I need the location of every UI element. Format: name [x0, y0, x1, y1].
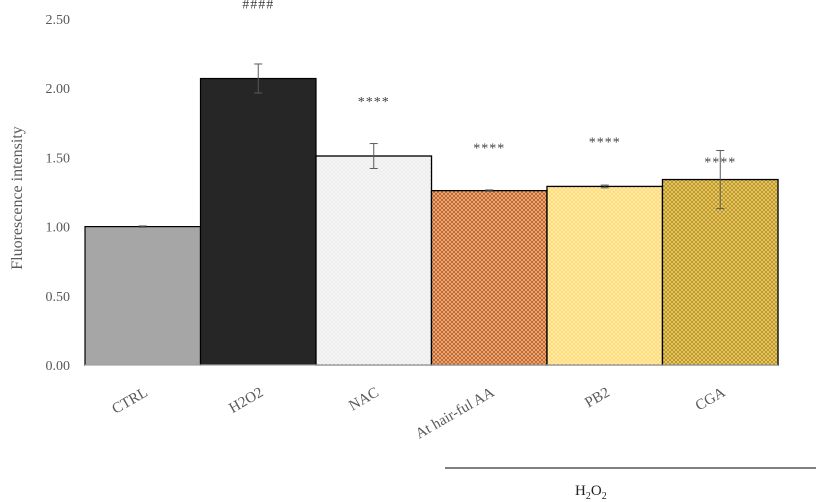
category-label: PB2 — [582, 385, 612, 412]
significance-label: **** — [589, 135, 621, 150]
y-tick-label: 0.00 — [46, 359, 71, 374]
group-label-sub2: 2 — [602, 491, 607, 502]
bar-pattern — [661, 178, 779, 366]
category-labels: CTRL H2O2 NAC At hair-ful AA PB2 CGA — [110, 385, 729, 443]
category-label: CGA — [693, 385, 729, 415]
group-label: H2O2 — [575, 483, 607, 502]
group-label-sub1: 2 — [586, 491, 591, 502]
y-tick-label: 1.50 — [46, 151, 71, 166]
significance-label: **** — [358, 95, 390, 110]
y-tick-label: 1.00 — [46, 221, 71, 236]
error-bars — [138, 63, 725, 228]
category-label: At hair-ful AA — [413, 385, 497, 443]
significance-label: **** — [704, 156, 736, 171]
bars — [84, 77, 779, 366]
bar-pattern — [315, 155, 433, 366]
group-label-o: O — [591, 483, 602, 499]
y-tick-label: 2.00 — [46, 82, 71, 97]
category-label: NAC — [346, 385, 381, 415]
y-tick-labels: 0.00 0.50 1.00 1.50 2.00 2.50 — [46, 13, 71, 374]
significance-label: #### — [242, 0, 274, 13]
category-label: H2O2 — [226, 385, 266, 417]
bar — [199, 77, 317, 366]
significance-label: **** — [473, 142, 505, 157]
y-tick-label: 2.50 — [46, 13, 71, 28]
group-label-h: H — [575, 483, 586, 499]
y-axis-label: Fluorescence intensity — [9, 126, 26, 270]
bar-pattern — [430, 190, 548, 366]
significance-labels: #### **** **** **** **** — [242, 0, 736, 171]
bar — [84, 226, 202, 366]
bar-pattern — [546, 185, 664, 366]
y-tick-label: 0.50 — [46, 290, 71, 305]
category-label: CTRL — [110, 385, 151, 418]
